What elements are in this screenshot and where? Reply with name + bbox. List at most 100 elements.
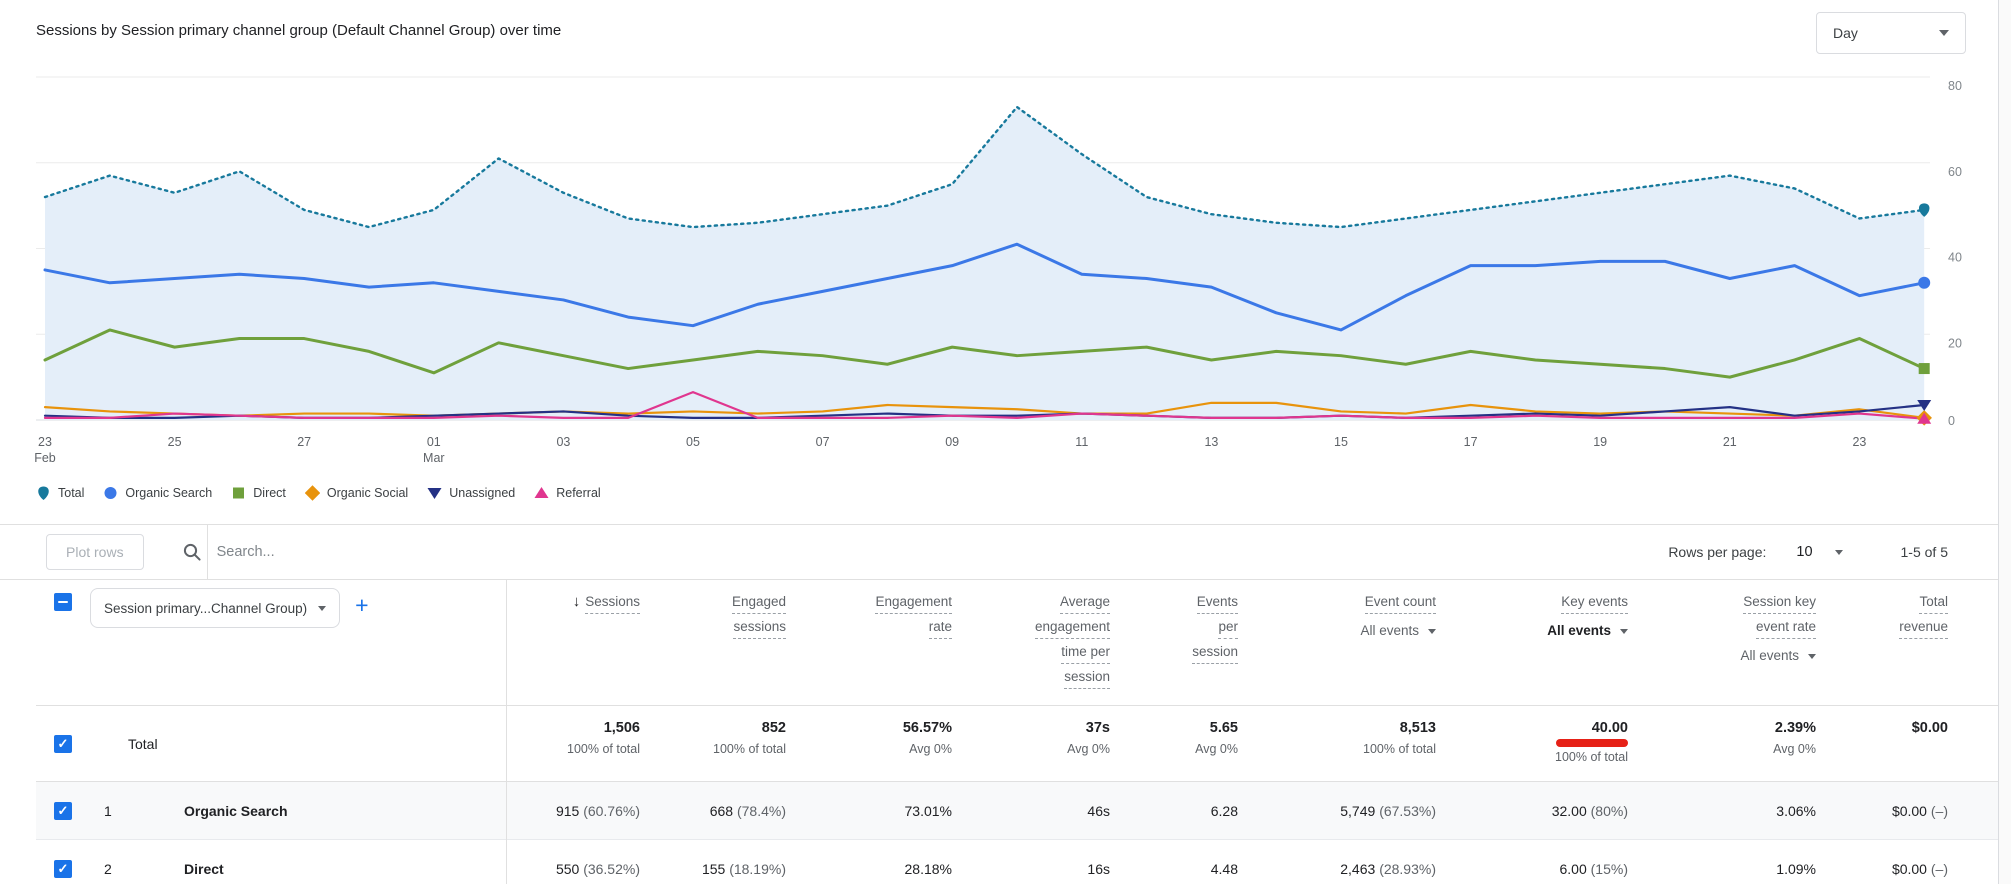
- legend-item-total: Total: [36, 485, 84, 501]
- column-header-total-revenue[interactable]: Total revenue: [1816, 580, 1948, 705]
- metric-value: 550: [555, 860, 584, 877]
- total-metric-sublabel: Avg 0%: [1195, 742, 1238, 756]
- x-axis-label: 23: [38, 435, 52, 449]
- x-axis-label: 11: [1075, 435, 1088, 449]
- sort-descending-icon: ↓: [572, 593, 581, 610]
- column-header-events-per-session[interactable]: Events per session: [1110, 580, 1238, 705]
- metric-cell: 3.06%: [1776, 802, 1816, 819]
- column-header-engaged-sessions[interactable]: Engaged sessions: [640, 580, 786, 705]
- event-filter-label: All events: [1740, 648, 1799, 663]
- x-axis-label: 09: [945, 435, 959, 449]
- x-axis-label: 27: [297, 435, 311, 449]
- metric-value: 155: [701, 860, 730, 877]
- total-row: ✓ Total 1,506 100% of total 852 100% of total…: [36, 705, 2011, 782]
- series-end-marker-total: [1918, 203, 1930, 217]
- column-header-label: engagement: [1034, 617, 1110, 639]
- metric-cell: 915 (60.76%): [506, 803, 640, 819]
- pagination-controls: Rows per page: 10 1-5 of 5: [1668, 544, 2011, 560]
- column-header-label: Total: [1919, 592, 1948, 614]
- column-header-event-count[interactable]: Event count All events: [1238, 580, 1436, 705]
- triangle-down-icon: [427, 488, 442, 499]
- series-end-marker-direct: [1918, 363, 1930, 375]
- x-axis-label: 01: [427, 435, 441, 449]
- metric-value: 6.00: [1559, 860, 1591, 877]
- metric-value: $0.00: [1891, 802, 1931, 819]
- chevron-down-icon: [1428, 628, 1436, 634]
- legend-item-organic-social: Organic Social: [304, 485, 408, 501]
- row-checkbox[interactable]: ✓: [54, 801, 72, 820]
- metric-cell: 5,749 (67.53%): [1238, 803, 1436, 819]
- diamond-icon: [304, 485, 320, 501]
- plot-rows-button[interactable]: Plot rows: [46, 534, 144, 570]
- channel-group-table: Session primary...Channel Group) + ↓ Sessio…: [36, 580, 2011, 884]
- rows-per-page-label: Rows per page:: [1668, 544, 1767, 560]
- metric-value: 915: [555, 802, 584, 819]
- add-dimension-icon[interactable]: +: [355, 592, 369, 618]
- pagination-range: 1-5 of 5: [1900, 544, 1948, 560]
- total-metric-value: 5.65: [1209, 720, 1238, 736]
- y-axis-label: 20: [1948, 336, 1962, 350]
- event-filter-label: All events: [1360, 623, 1419, 638]
- x-axis-label: 13: [1204, 435, 1218, 449]
- column-header-label: Engaged: [731, 592, 786, 614]
- check-icon: ✓: [57, 861, 69, 876]
- x-axis-label: 25: [168, 435, 182, 449]
- total-metric-cell: 8,513 100% of total: [1238, 706, 1436, 781]
- table-row: ✓ 1 Organic Search 915 (60.76%) 668 (78.4%) 7…: [36, 782, 2011, 840]
- total-metric-value: 40.00: [1591, 720, 1628, 736]
- granularity-dropdown[interactable]: Day: [1816, 12, 1966, 54]
- column-header-label: rate: [928, 617, 952, 639]
- column-header-sessions[interactable]: ↓ Sessions: [506, 580, 640, 705]
- dimension-header-cell: Session primary...Channel Group) +: [90, 580, 506, 705]
- x-axis-label: 21: [1723, 435, 1737, 449]
- check-icon: ✓: [57, 736, 69, 751]
- column-header-average-engagement-time-per-session[interactable]: Average engagement time per session: [952, 580, 1110, 705]
- dimension-selector-dropdown[interactable]: Session primary...Channel Group): [90, 588, 341, 628]
- column-header-engagement-rate[interactable]: Engagement rate: [786, 580, 952, 705]
- metric-percentage: (60.76%): [583, 802, 640, 819]
- total-metric-cell: 40.00 100% of total: [1436, 706, 1628, 781]
- column-header-session-key-event-rate[interactable]: Session key event rate All events: [1628, 580, 1816, 705]
- metric-value: $0.00: [1891, 860, 1931, 877]
- row-checkbox[interactable]: ✓: [54, 859, 72, 878]
- column-header-label: session: [1192, 642, 1238, 664]
- search-input[interactable]: [214, 543, 739, 561]
- total-metric-value: 852: [761, 720, 786, 736]
- metric-event-filter-dropdown[interactable]: All events: [1436, 621, 1628, 641]
- metric-percentage: (80%): [1590, 802, 1628, 819]
- rows-per-page-select[interactable]: 10: [1796, 544, 1843, 560]
- toolbar-divider: [207, 525, 208, 579]
- metric-value: 2,463: [1340, 860, 1380, 877]
- metric-percentage: (18.19%): [729, 860, 786, 877]
- metric-event-filter-dropdown[interactable]: All events: [1628, 646, 1816, 666]
- total-row-label: Total: [128, 735, 158, 752]
- row-number: 1: [104, 802, 112, 819]
- legend-label: Referral: [556, 486, 601, 500]
- x-axis-month-label: Mar: [423, 451, 445, 465]
- column-header-label: Events: [1196, 592, 1238, 614]
- circle-glyph: [104, 487, 117, 499]
- metric-value: 668: [709, 802, 737, 819]
- metric-cell: 155 (18.19%): [640, 861, 786, 877]
- metric-cell: $0.00 (–): [1816, 861, 1948, 877]
- x-axis-label: 17: [1464, 435, 1478, 449]
- column-header-label: Average: [1059, 592, 1110, 614]
- series-end-marker-organic-search: [1918, 276, 1931, 289]
- drop-glyph: [38, 486, 49, 500]
- table-toolbar: Plot rows Rows per page: 10 1-5 of 5: [0, 524, 2011, 580]
- total-area-fill: [45, 107, 1925, 420]
- legend-item-referral: Referral: [534, 485, 601, 501]
- total-metric-cell: 5.65 Avg 0%: [1110, 706, 1238, 781]
- metric-event-filter-dropdown[interactable]: All events: [1238, 621, 1436, 641]
- select-all-checkbox[interactable]: [54, 593, 72, 611]
- checkbox-cell: ✓: [36, 706, 90, 781]
- metric-percentage: (78.4%): [736, 802, 786, 819]
- metric-percentage: (28.93%): [1379, 860, 1436, 877]
- table-row: ✓ 2 Direct 550 (36.52%) 155 (18.19%) 28.18% 16…: [36, 840, 2011, 884]
- total-row-checkbox[interactable]: ✓: [54, 734, 72, 753]
- total-metric-sublabel: Avg 0%: [909, 742, 952, 756]
- column-header-label: per: [1218, 617, 1238, 639]
- triangle-up-icon: [534, 487, 549, 498]
- column-header-label: Sessions: [585, 592, 640, 614]
- column-header-key-events[interactable]: Key events All events: [1436, 580, 1628, 705]
